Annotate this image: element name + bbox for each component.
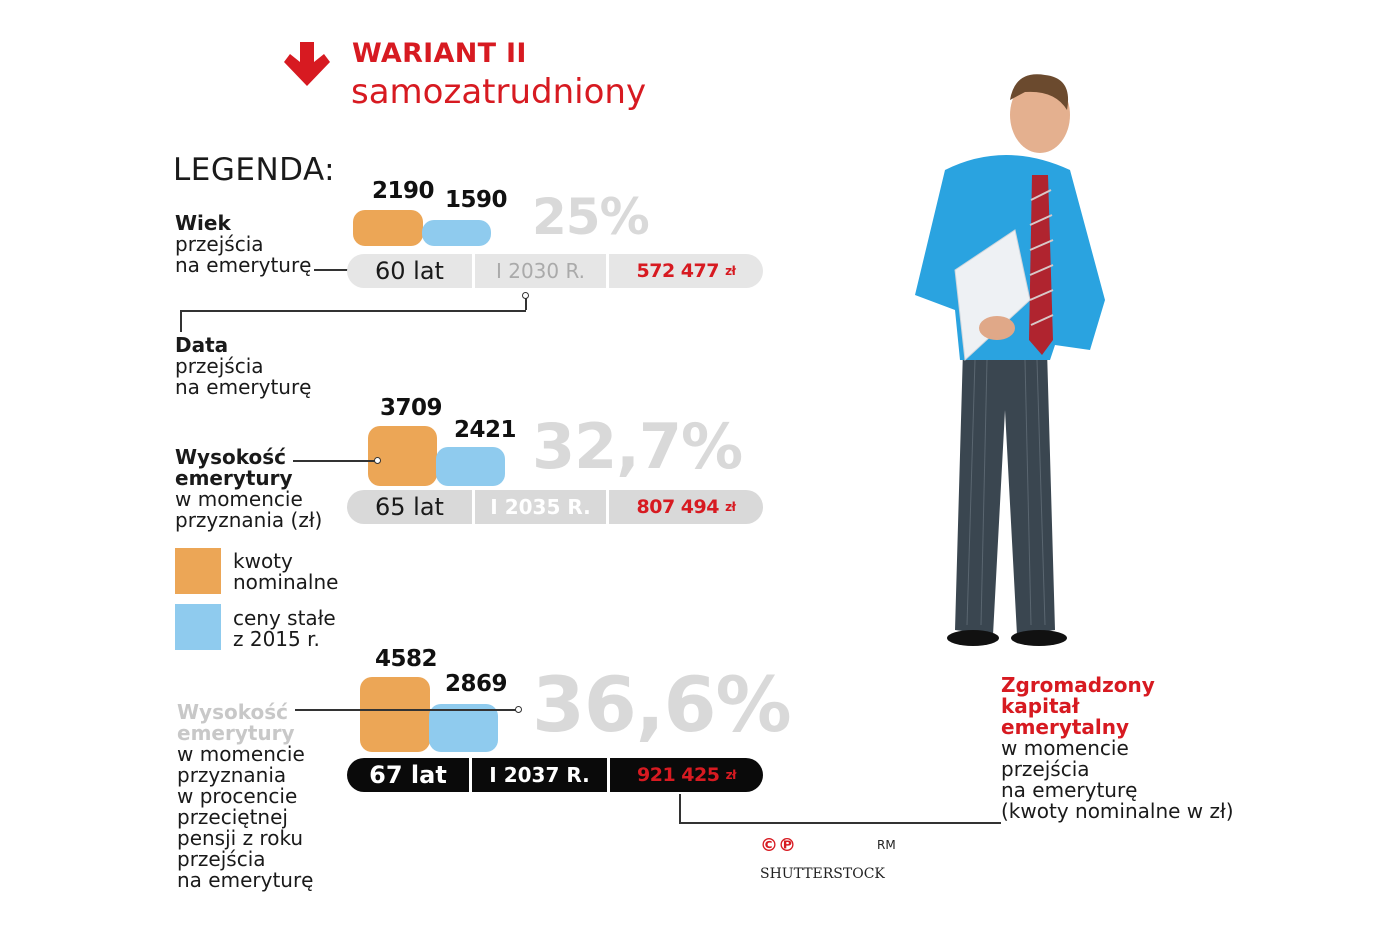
label-wysokosc-bold1: Wysokość	[175, 445, 287, 469]
row1-currency: zł	[725, 264, 736, 278]
connector-wysokosc	[293, 460, 376, 462]
row2-date: I 2035 R.	[472, 490, 606, 524]
capital-note-bold1: Zgromadzony	[1001, 673, 1155, 697]
label-procent: Wysokość emerytury w momencie przyznania…	[177, 702, 313, 891]
credit-source: SHUTTERSTOCK	[760, 866, 885, 882]
label-data-line2: na emeryturę	[175, 375, 312, 399]
row1-nominal-value: 2190	[372, 178, 435, 204]
label-wysokosc-line1: w momencie	[175, 487, 303, 511]
connector-data-v	[525, 298, 527, 310]
row2-age: 65 lat	[347, 490, 472, 524]
capital-note-line: (kwoty nominalne w zł)	[1001, 799, 1234, 823]
variant-subtitle: samozatrudniony	[351, 72, 647, 112]
row3-info-pill: 67 lat I 2037 R. 921 425 zł	[347, 758, 763, 792]
label-procent-bold2: emerytury	[177, 721, 295, 745]
row2-real-value: 2421	[454, 417, 517, 443]
capital-note-line: na emeryturę	[1001, 778, 1138, 802]
label-wiek-bold: Wiek	[175, 211, 231, 235]
swatch-real-line2: z 2015 r.	[233, 627, 320, 651]
copyright-icon: ©℗	[760, 835, 796, 856]
label-procent-line: przeciętnej	[177, 805, 288, 829]
row2-percent: 32,7%	[532, 410, 743, 483]
row2-real-bar	[436, 447, 505, 486]
row3-capital-value: 921 425	[637, 764, 720, 786]
row3-nominal-value: 4582	[375, 646, 438, 672]
capital-note: Zgromadzony kapitał emerytalny w momenci…	[1001, 675, 1234, 822]
credit-rm: RM	[877, 838, 896, 852]
businessman-photo	[905, 70, 1115, 660]
swatch-nominal-line1: kwoty	[233, 549, 293, 573]
swatch-nominal-line2: nominalne	[233, 570, 339, 594]
row3-date: I 2037 R.	[469, 758, 607, 792]
row3-capital: 921 425 zł	[607, 758, 763, 792]
row3-real-value: 2869	[445, 671, 508, 697]
connector-capital-h	[679, 822, 1001, 824]
label-data-bold: Data	[175, 333, 229, 357]
row1-age: 60 lat	[347, 254, 472, 288]
capital-note-line: przejścia	[1001, 757, 1090, 781]
connector-data-h	[180, 310, 526, 312]
label-wiek: Wiek przejścia na emeryturę	[175, 213, 311, 276]
label-wysokosc-bold2: emerytury	[175, 466, 293, 490]
legend-title: LEGENDA:	[173, 152, 336, 188]
label-procent-line: w procencie	[177, 784, 298, 808]
label-data: Data przejścia na emeryturę	[175, 335, 311, 398]
variant-title: WARIANT II	[352, 38, 527, 69]
arrow-down-icon	[284, 42, 330, 90]
capital-note-bold3: emerytalny	[1001, 715, 1130, 739]
row1-nominal-bar	[353, 210, 423, 246]
row1-info-pill: 60 lat I 2030 R. 572 477 zł	[347, 254, 763, 288]
label-wiek-line1: przejścia	[175, 232, 264, 256]
row1-capital-value: 572 477	[636, 260, 720, 282]
capital-note-line: w momencie	[1001, 736, 1129, 760]
row3-age: 67 lat	[347, 758, 469, 792]
swatch-real-line1: ceny stałe	[233, 606, 336, 630]
label-wysokosc: Wysokość emerytury w momencie przyznania…	[175, 447, 322, 531]
label-procent-bold1: Wysokość	[177, 700, 289, 724]
label-procent-line: przyznania	[177, 763, 287, 787]
connector-dot	[515, 706, 522, 713]
row2-info-pill: 65 lat I 2035 R. 807 494 zł	[347, 490, 763, 524]
label-wiek-line2: na emeryturę	[175, 253, 312, 277]
row2-nominal-value: 3709	[380, 395, 443, 421]
label-procent-line: w momencie	[177, 742, 305, 766]
row2-capital: 807 494 zł	[606, 490, 763, 524]
connector-wiek	[314, 269, 378, 271]
row3-real-bar	[429, 704, 498, 752]
label-procent-line: na emeryturę	[177, 868, 314, 892]
row2-currency: zł	[725, 500, 736, 514]
swatch-nominal-label: kwoty nominalne	[233, 551, 338, 593]
row1-real-value: 1590	[445, 187, 508, 213]
capital-note-bold2: kapitał	[1001, 694, 1080, 718]
row1-percent: 25%	[532, 188, 650, 246]
connector-capital-v	[679, 794, 681, 823]
label-wysokosc-line2: przyznania (zł)	[175, 508, 323, 532]
row3-percent: 36,6%	[532, 660, 792, 749]
row1-real-bar	[422, 220, 491, 246]
swatch-nominal	[175, 548, 221, 594]
row3-currency: zł	[725, 768, 737, 782]
row3-nominal-bar	[360, 677, 430, 752]
swatch-real	[175, 604, 221, 650]
label-data-line1: przejścia	[175, 354, 264, 378]
connector-data-v2	[180, 310, 182, 332]
row2-capital-value: 807 494	[636, 496, 720, 518]
label-procent-line: pensji z roku	[177, 826, 304, 850]
connector-procent	[295, 709, 517, 711]
row1-capital: 572 477 zł	[606, 254, 763, 288]
row1-date: I 2030 R.	[472, 254, 606, 288]
label-procent-line: przejścia	[177, 847, 266, 871]
connector-dot	[374, 457, 381, 464]
swatch-real-label: ceny stałe z 2015 r.	[233, 608, 336, 650]
row2-nominal-bar	[368, 426, 437, 486]
